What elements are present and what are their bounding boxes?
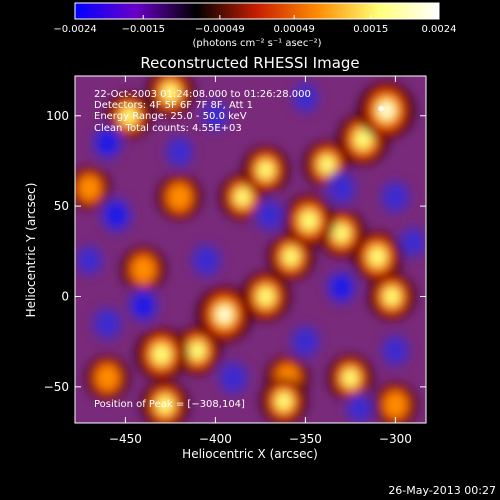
y-tick-label: 50 — [54, 199, 69, 213]
heatmap-hot-spot — [146, 76, 195, 117]
heatmap-cold-spot — [126, 287, 161, 324]
x-axis-label: Heliocentric X (arcsec) — [182, 447, 318, 461]
heatmap-hot-spot — [327, 354, 374, 401]
heatmap-hot-spot — [242, 146, 290, 194]
chart-title: Reconstructed RHESSI Image — [140, 54, 359, 72]
y-tick-label: 100 — [46, 109, 69, 123]
heatmap-hot-spot — [241, 271, 291, 322]
heatmap-cold-spot — [379, 179, 412, 215]
heatmap-cold-spot — [379, 333, 411, 368]
heatmap-cold-spot — [324, 269, 359, 306]
heatmap-hot-spot — [196, 286, 253, 343]
colorbar-gradient — [75, 3, 439, 19]
heatmap-hot-spot — [260, 377, 308, 423]
colorbar-unit-label: (photons cm⁻² s⁻¹ asec⁻²) — [192, 38, 321, 49]
y-tick-label: −50 — [44, 380, 69, 394]
x-axis-ticks: −450 −400 −350 −300 — [109, 76, 412, 446]
colorbar-tick-label: −0.0024 — [53, 24, 96, 35]
heatmap-image — [75, 76, 426, 423]
heatmap-hot-spot — [373, 383, 418, 423]
heatmap-cold-spot — [99, 196, 134, 235]
x-tick-label: −400 — [199, 432, 232, 446]
heatmap-hot-spot — [283, 194, 335, 247]
heatmap-cold-spot — [200, 99, 231, 133]
annotation-peak-position: Position of Peak = [−308,104] — [94, 399, 245, 410]
colorbar-frame — [74, 2, 440, 20]
y-axis-ticks: −50 0 50 100 — [44, 109, 426, 394]
x-tick-label: −300 — [379, 432, 412, 446]
heatmap-hot-spot — [357, 81, 415, 139]
heatmap-cold-spot — [75, 243, 105, 277]
heatmap-hot-spot — [368, 272, 416, 320]
x-tick-label: −450 — [109, 432, 142, 446]
heatmap-cold-spot — [290, 81, 321, 115]
heatmap-hot-spot — [135, 328, 188, 381]
annotation-clean-counts: Clean Total counts: 4.55E+03 — [94, 123, 242, 134]
heatmap-cold-spot — [91, 305, 124, 342]
peak-marker — [378, 106, 384, 112]
heatmap-hot-spot — [120, 246, 166, 292]
heatmap-cold-spot — [163, 134, 195, 170]
heatmap-cold-spot — [344, 392, 375, 423]
colorbar-tick-label: −0.00049 — [195, 24, 245, 35]
annotation-detectors: Detectors: 4F 5F 6F 7F 8F, Att 1 — [94, 100, 253, 111]
heatmap-hot-spot — [352, 231, 403, 282]
footer-timestamp: 26-May-2013 00:27 — [388, 484, 496, 497]
colorbar-tick-label: 0.0024 — [422, 24, 457, 35]
x-tick-label: −350 — [289, 432, 322, 446]
heatmap-hot-spot — [140, 380, 190, 423]
heatmap-cold-spot — [216, 359, 250, 396]
colorbar-tick-label: 0.0015 — [353, 24, 388, 35]
heatmap-hot-spot — [85, 355, 130, 400]
heatmap-hot-spot — [156, 174, 202, 220]
heatmap-cold-spot — [289, 323, 322, 360]
plot-frame — [74, 75, 427, 424]
heatmap-cold-spot — [253, 197, 286, 233]
annotation-block: 22-Oct-2003 01:24:08.000 to 01:26:28.000… — [94, 89, 311, 134]
heatmap-hot-spot — [75, 166, 111, 210]
colorbar: −0.0024 −0.0015 −0.00049 0.00049 0.0015 0.002… — [53, 2, 457, 49]
heatmap-area — [75, 76, 426, 423]
y-axis-label: Heliocentric Y (arcsec) — [24, 183, 38, 318]
colorbar-ticks: −0.0024 −0.0015 −0.00049 0.00049 0.0015 0.002… — [53, 15, 457, 35]
annotation-energy-range: Energy Range: 25.0 - 50.0 keV — [94, 111, 247, 122]
heatmap-cold-spot — [398, 225, 426, 259]
heatmap-cold-spot — [90, 124, 125, 162]
colorbar-tick-label: −0.0015 — [122, 24, 165, 35]
heatmap-cold-spot — [324, 169, 358, 207]
y-tick-label: 0 — [61, 289, 69, 303]
annotation-time-range: 22-Oct-2003 01:24:08.000 to 01:26:28.000 — [94, 89, 311, 100]
heatmap-hot-spot — [106, 92, 152, 139]
colorbar-tick-label: 0.00049 — [273, 24, 314, 35]
heatmap-cold-spot — [189, 242, 223, 279]
